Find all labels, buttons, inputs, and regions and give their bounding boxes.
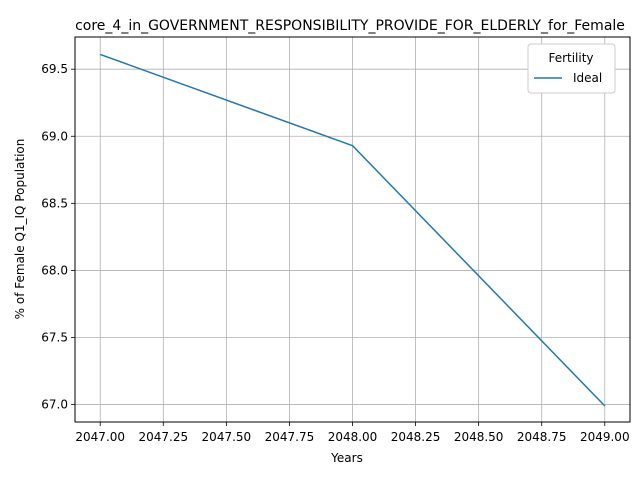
x-tick-label: 2048.50	[454, 430, 504, 444]
x-tick-label: 2047.75	[265, 430, 315, 444]
x-tick-label: 2048.25	[391, 430, 441, 444]
legend-label: Ideal	[573, 71, 602, 85]
series-layer	[99, 53, 606, 407]
y-tick-label: 67.0	[41, 398, 68, 412]
y-tick-label: 69.5	[41, 62, 68, 76]
y-tick-label: 68.0	[41, 263, 68, 277]
y-axis: 67.0 67.5 68.0 68.5 69.0 69.5	[41, 62, 75, 412]
legend-box	[527, 43, 616, 94]
x-tick-label: 2048.75	[517, 430, 567, 444]
x-tick-label: 2047.00	[75, 430, 125, 444]
y-tick-label: 67.5	[41, 330, 68, 344]
x-tick-label: 2047.25	[138, 430, 188, 444]
series-line-ideal	[99, 53, 606, 407]
x-axis-label: Years	[330, 451, 363, 465]
x-axis: 2047.00 2047.25 2047.50 2047.75 2048.00 2048.…	[75, 422, 630, 444]
x-tick-label: 2047.50	[202, 430, 252, 444]
chart-title: core_4_in_GOVERNMENT_RESPONSIBILITY_PROV…	[75, 18, 625, 34]
y-tick-label: 69.0	[41, 129, 68, 143]
legend-title: Fertility	[548, 51, 593, 65]
y-tick-label: 68.5	[41, 196, 68, 210]
y-axis-label: % of Female Q1_IQ Population	[13, 139, 27, 320]
legend: Fertility Ideal	[527, 43, 616, 94]
x-tick-label: 2049.00	[580, 430, 630, 444]
x-tick-label: 2048.00	[328, 430, 378, 444]
